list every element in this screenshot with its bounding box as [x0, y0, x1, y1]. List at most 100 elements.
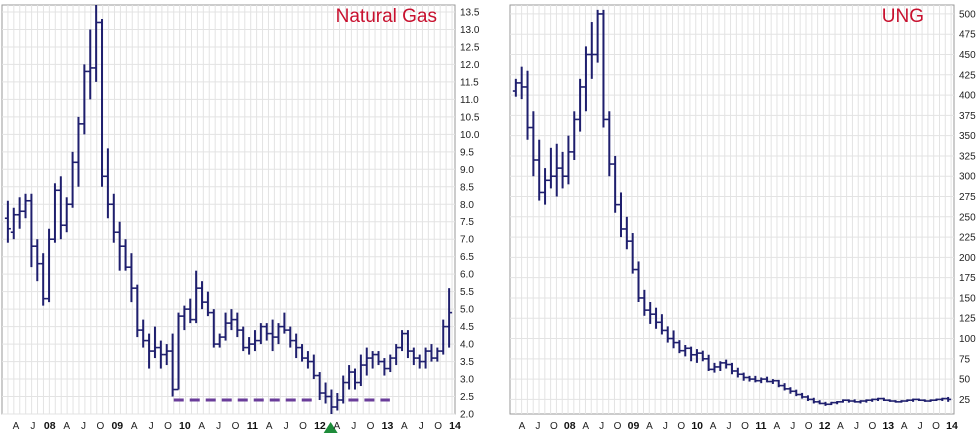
x-tick-label: 10 [691, 420, 703, 432]
y-tick-label: 250 [959, 212, 976, 223]
ohlc-bar [140, 319, 147, 348]
x-tick-label: O [741, 421, 749, 432]
ohlc-bar [915, 398, 922, 402]
x-tick-label: 13 [382, 420, 394, 432]
ohlc-bar [676, 340, 683, 354]
ohlc-bar [635, 261, 642, 303]
x-tick-label: O [550, 421, 558, 432]
ohlc-bar [316, 372, 323, 401]
ohlc-bar [594, 9, 601, 63]
y-tick-label: 4.5 [460, 322, 474, 333]
x-tick-label: O [868, 421, 876, 432]
x-tick-label: O [614, 421, 622, 432]
ohlc-bar [216, 333, 223, 348]
y-tick-label: 475 [959, 30, 976, 41]
x-tick-label: 14 [449, 420, 461, 432]
ung-chart: 25 50 75 100 125 150 175 200 225 250 275 300 325 350 3… [509, 4, 976, 432]
y-tick-label: 12.0 [460, 60, 480, 71]
ohlc-bar [381, 358, 388, 376]
ohlc-bar [151, 326, 158, 359]
ohlc-bar [122, 239, 129, 271]
x-tick-label: A [582, 421, 589, 432]
y-tick-label: 6.5 [460, 252, 474, 263]
ohlc-bar [187, 298, 194, 324]
natural-gas-chart-panel: 2.0 2.5 3.0 3.5 4.0 4.5 5.0 5.5 6.0 6.5 7.0 7.5 8.0 8… [0, 0, 495, 436]
y-tick-label: 400 [959, 91, 976, 102]
x-tick-label: J [727, 421, 732, 432]
ohlc-bar [664, 326, 671, 343]
ohlc-bar [939, 397, 946, 402]
x-tick-label: O [805, 421, 813, 432]
x-tick-label: A [710, 421, 717, 432]
ohlc-bar [734, 367, 741, 378]
y-tick-label: 6.0 [460, 270, 474, 281]
x-tick-label: O [434, 421, 442, 432]
ohlc-bar [729, 362, 735, 375]
ohlc-bar [822, 401, 829, 406]
x-tick-label: 09 [628, 420, 640, 432]
ohlc-bar [810, 397, 817, 404]
ohlc-bar [134, 284, 141, 338]
ohlc-bar [440, 319, 447, 355]
ohlc-bar [51, 183, 58, 243]
ohlc-bar [588, 22, 595, 79]
ohlc-bar [682, 345, 689, 357]
ohlc-bar [945, 396, 952, 402]
y-tick-label: 11.0 [460, 95, 479, 106]
x-tick-label: J [663, 421, 668, 432]
ohlc-bar [758, 377, 765, 384]
ohlc-bar [542, 168, 549, 205]
ohlc-bar [169, 333, 176, 397]
x-tick-label: J [599, 421, 604, 432]
ohlc-bar [799, 392, 806, 399]
x-tick-label: J [351, 421, 356, 432]
x-tick-label: A [401, 421, 408, 432]
ohlc-bar [600, 9, 607, 128]
ohlc-bar [116, 221, 123, 271]
x-tick-label: A [266, 421, 273, 432]
ohlc-bar [793, 389, 800, 397]
ohlc-bar [577, 78, 584, 132]
ohlc-bar [146, 333, 153, 369]
ohlc-bar [357, 354, 364, 387]
ohlc-bar [334, 393, 341, 411]
ohlc-bar [310, 354, 317, 380]
y-tick-label: 175 [959, 273, 976, 284]
ohlc-bar [269, 319, 276, 352]
ohlc-bar [693, 349, 700, 363]
ohlc-bar [446, 288, 453, 348]
ohlc-bar [234, 312, 241, 338]
ohlc-bar [688, 346, 695, 362]
ohlc-bar [886, 399, 893, 402]
natural-gas-annotations [173, 398, 390, 433]
ohlc-bar [363, 347, 370, 376]
ohlc-bar [210, 309, 217, 348]
ohlc-bar [93, 5, 100, 82]
y-tick-label: 50 [959, 375, 971, 386]
y-tick-label: 325 [959, 151, 976, 162]
y-tick-label: 2.5 [460, 392, 474, 403]
ohlc-bar [157, 340, 164, 369]
ohlc-bar [565, 135, 572, 185]
ohlc-bar [536, 139, 543, 201]
ohlc-bar [399, 330, 406, 352]
x-tick-label: J [149, 421, 154, 432]
ohlc-bar [875, 397, 882, 402]
ohlc-bar [340, 375, 347, 404]
ohlc-bar [422, 347, 429, 369]
ung-chart-panel: 25 50 75 100 125 150 175 200 225 250 275 300 325 350 3… [508, 0, 980, 436]
ohlc-bar [346, 365, 353, 390]
ohlc-bar [369, 351, 376, 369]
x-tick-label: J [535, 421, 540, 432]
ohlc-bar [63, 197, 70, 233]
ohlc-bar [404, 330, 411, 359]
ohlc-bar [75, 116, 82, 187]
ohlc-bar [375, 351, 382, 366]
ohlc-bar [752, 375, 759, 383]
ohlc-bar [834, 401, 841, 405]
x-tick-label: 09 [111, 420, 123, 432]
ohlc-bar [857, 400, 864, 404]
ohlc-bar [87, 29, 94, 100]
y-tick-label: 350 [959, 131, 976, 142]
y-tick-label: 9.5 [460, 147, 474, 158]
